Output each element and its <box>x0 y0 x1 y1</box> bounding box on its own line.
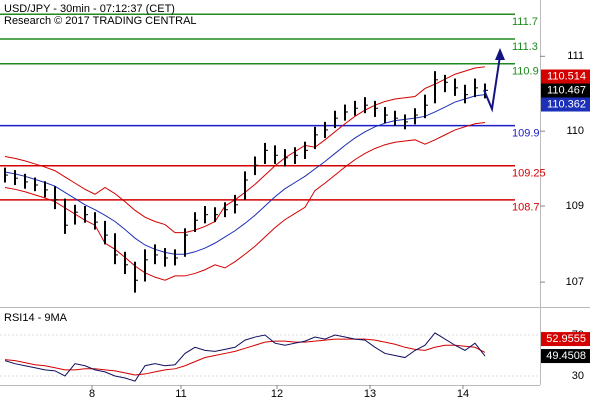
level-label: 109.9 <box>512 127 540 139</box>
x-tick-label: 12 <box>271 388 283 400</box>
y-tick-label: 109 <box>566 200 584 212</box>
x-tick-label: 13 <box>364 388 376 400</box>
y-tick-label: 107 <box>566 276 584 288</box>
last-value-label: 110.362 <box>547 98 586 110</box>
last-value-label: 110.467 <box>547 84 586 96</box>
level-label: 108.7 <box>512 202 540 214</box>
rsi-line <box>4 332 486 382</box>
last-value-label: 110.514 <box>547 70 586 82</box>
last-value-box <box>541 349 590 364</box>
level-label: 110.9 <box>512 66 539 78</box>
forecast-arrow-head <box>495 48 505 60</box>
last-value-box <box>541 69 590 84</box>
rsi-tick-label: 30 <box>572 370 584 382</box>
last-value-box <box>541 332 590 347</box>
x-tick-label: 14 <box>457 388 469 400</box>
y-tick-label: 111 <box>567 50 584 62</box>
last-value-box <box>541 97 590 112</box>
rsi-title: RSI14 - 9MA <box>4 312 68 324</box>
price-panel: 111 110 109 107 111.7 111.3 110.9 109.9 109.25 10… <box>0 13 590 293</box>
x-tick-label: 8 <box>89 388 95 400</box>
y-tick-label: 110 <box>566 125 584 137</box>
last-value-box <box>541 83 590 98</box>
level-label: 109.25 <box>512 168 546 180</box>
last-value-label: 49.4508 <box>546 350 586 362</box>
x-tick-label: 11 <box>175 388 186 400</box>
forecast-arrow <box>483 55 501 113</box>
rsi-ma-line <box>4 338 486 376</box>
chart-title: USD/JPY - 30min - 07:12:37 (CET) <box>4 3 175 15</box>
last-value-label: 52.9555 <box>546 333 586 345</box>
chart-subtitle: Research © 2017 TRADING CENTRAL <box>4 15 197 27</box>
level-label: 111.3 <box>512 41 538 53</box>
level-label: 111.7 <box>512 16 538 28</box>
